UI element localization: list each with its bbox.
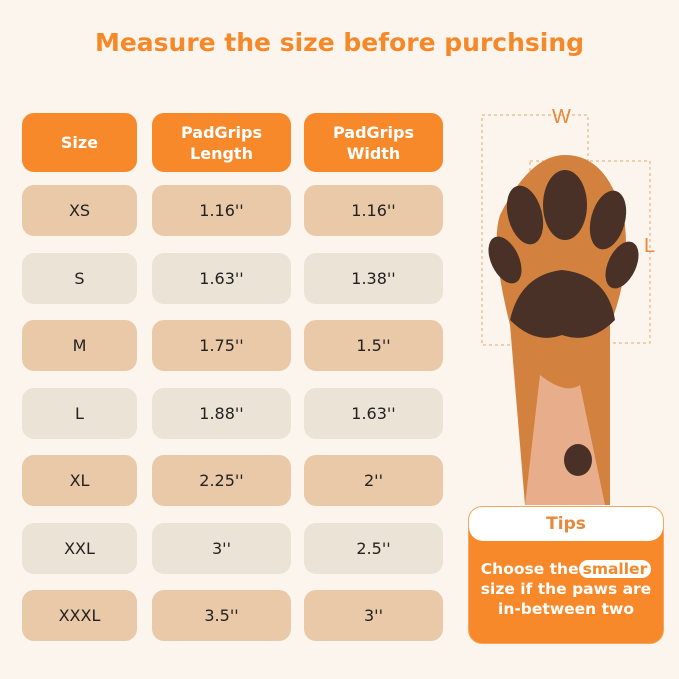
tips-text-before: Choose the — [480, 560, 579, 578]
table-cell: XXL — [22, 522, 137, 574]
page-title: Measure the size before purchsing — [94, 28, 585, 57]
table-cell: XS — [22, 185, 137, 236]
table-cell: S — [22, 252, 137, 304]
tips-text: Choose the smaller size if the paws are i… — [469, 541, 663, 619]
table-cell: 1.16'' — [304, 185, 443, 236]
tips-heading: Tips — [469, 507, 663, 541]
table-cell: XXXL — [22, 590, 137, 641]
table-cell: 1.38'' — [304, 252, 443, 304]
table-cell: 2'' — [304, 455, 443, 506]
table-cell: 1.5'' — [304, 320, 443, 371]
table-cell: 3'' — [304, 590, 443, 641]
table-cell: M — [22, 320, 137, 371]
column-header: Size — [22, 113, 137, 172]
table-cell: 1.75'' — [152, 320, 291, 371]
paw-measurement-diagram: W L — [481, 106, 655, 505]
table-cell: 1.63'' — [152, 252, 291, 304]
table-cell: 1.63'' — [304, 387, 443, 439]
table-cell: 1.88'' — [152, 387, 291, 439]
table-cell: L — [22, 387, 137, 439]
tips-text-after: size if the paws are in-between two — [480, 580, 652, 618]
width-label: W — [552, 106, 571, 128]
table-cell: 3'' — [152, 522, 291, 574]
tips-box: Tips Choose the smaller size if the paws … — [468, 506, 664, 644]
tips-highlight: smaller — [578, 560, 652, 578]
column-header: PadGrips Width — [304, 113, 443, 172]
table-cell: XL — [22, 455, 137, 506]
column-header: PadGrips Length — [152, 113, 291, 172]
table-cell: 2.25'' — [152, 455, 291, 506]
table-cell: 1.16'' — [152, 185, 291, 236]
table-cell: 3.5'' — [152, 590, 291, 641]
table-cell: 2.5'' — [304, 522, 443, 574]
length-label: L — [644, 235, 655, 257]
